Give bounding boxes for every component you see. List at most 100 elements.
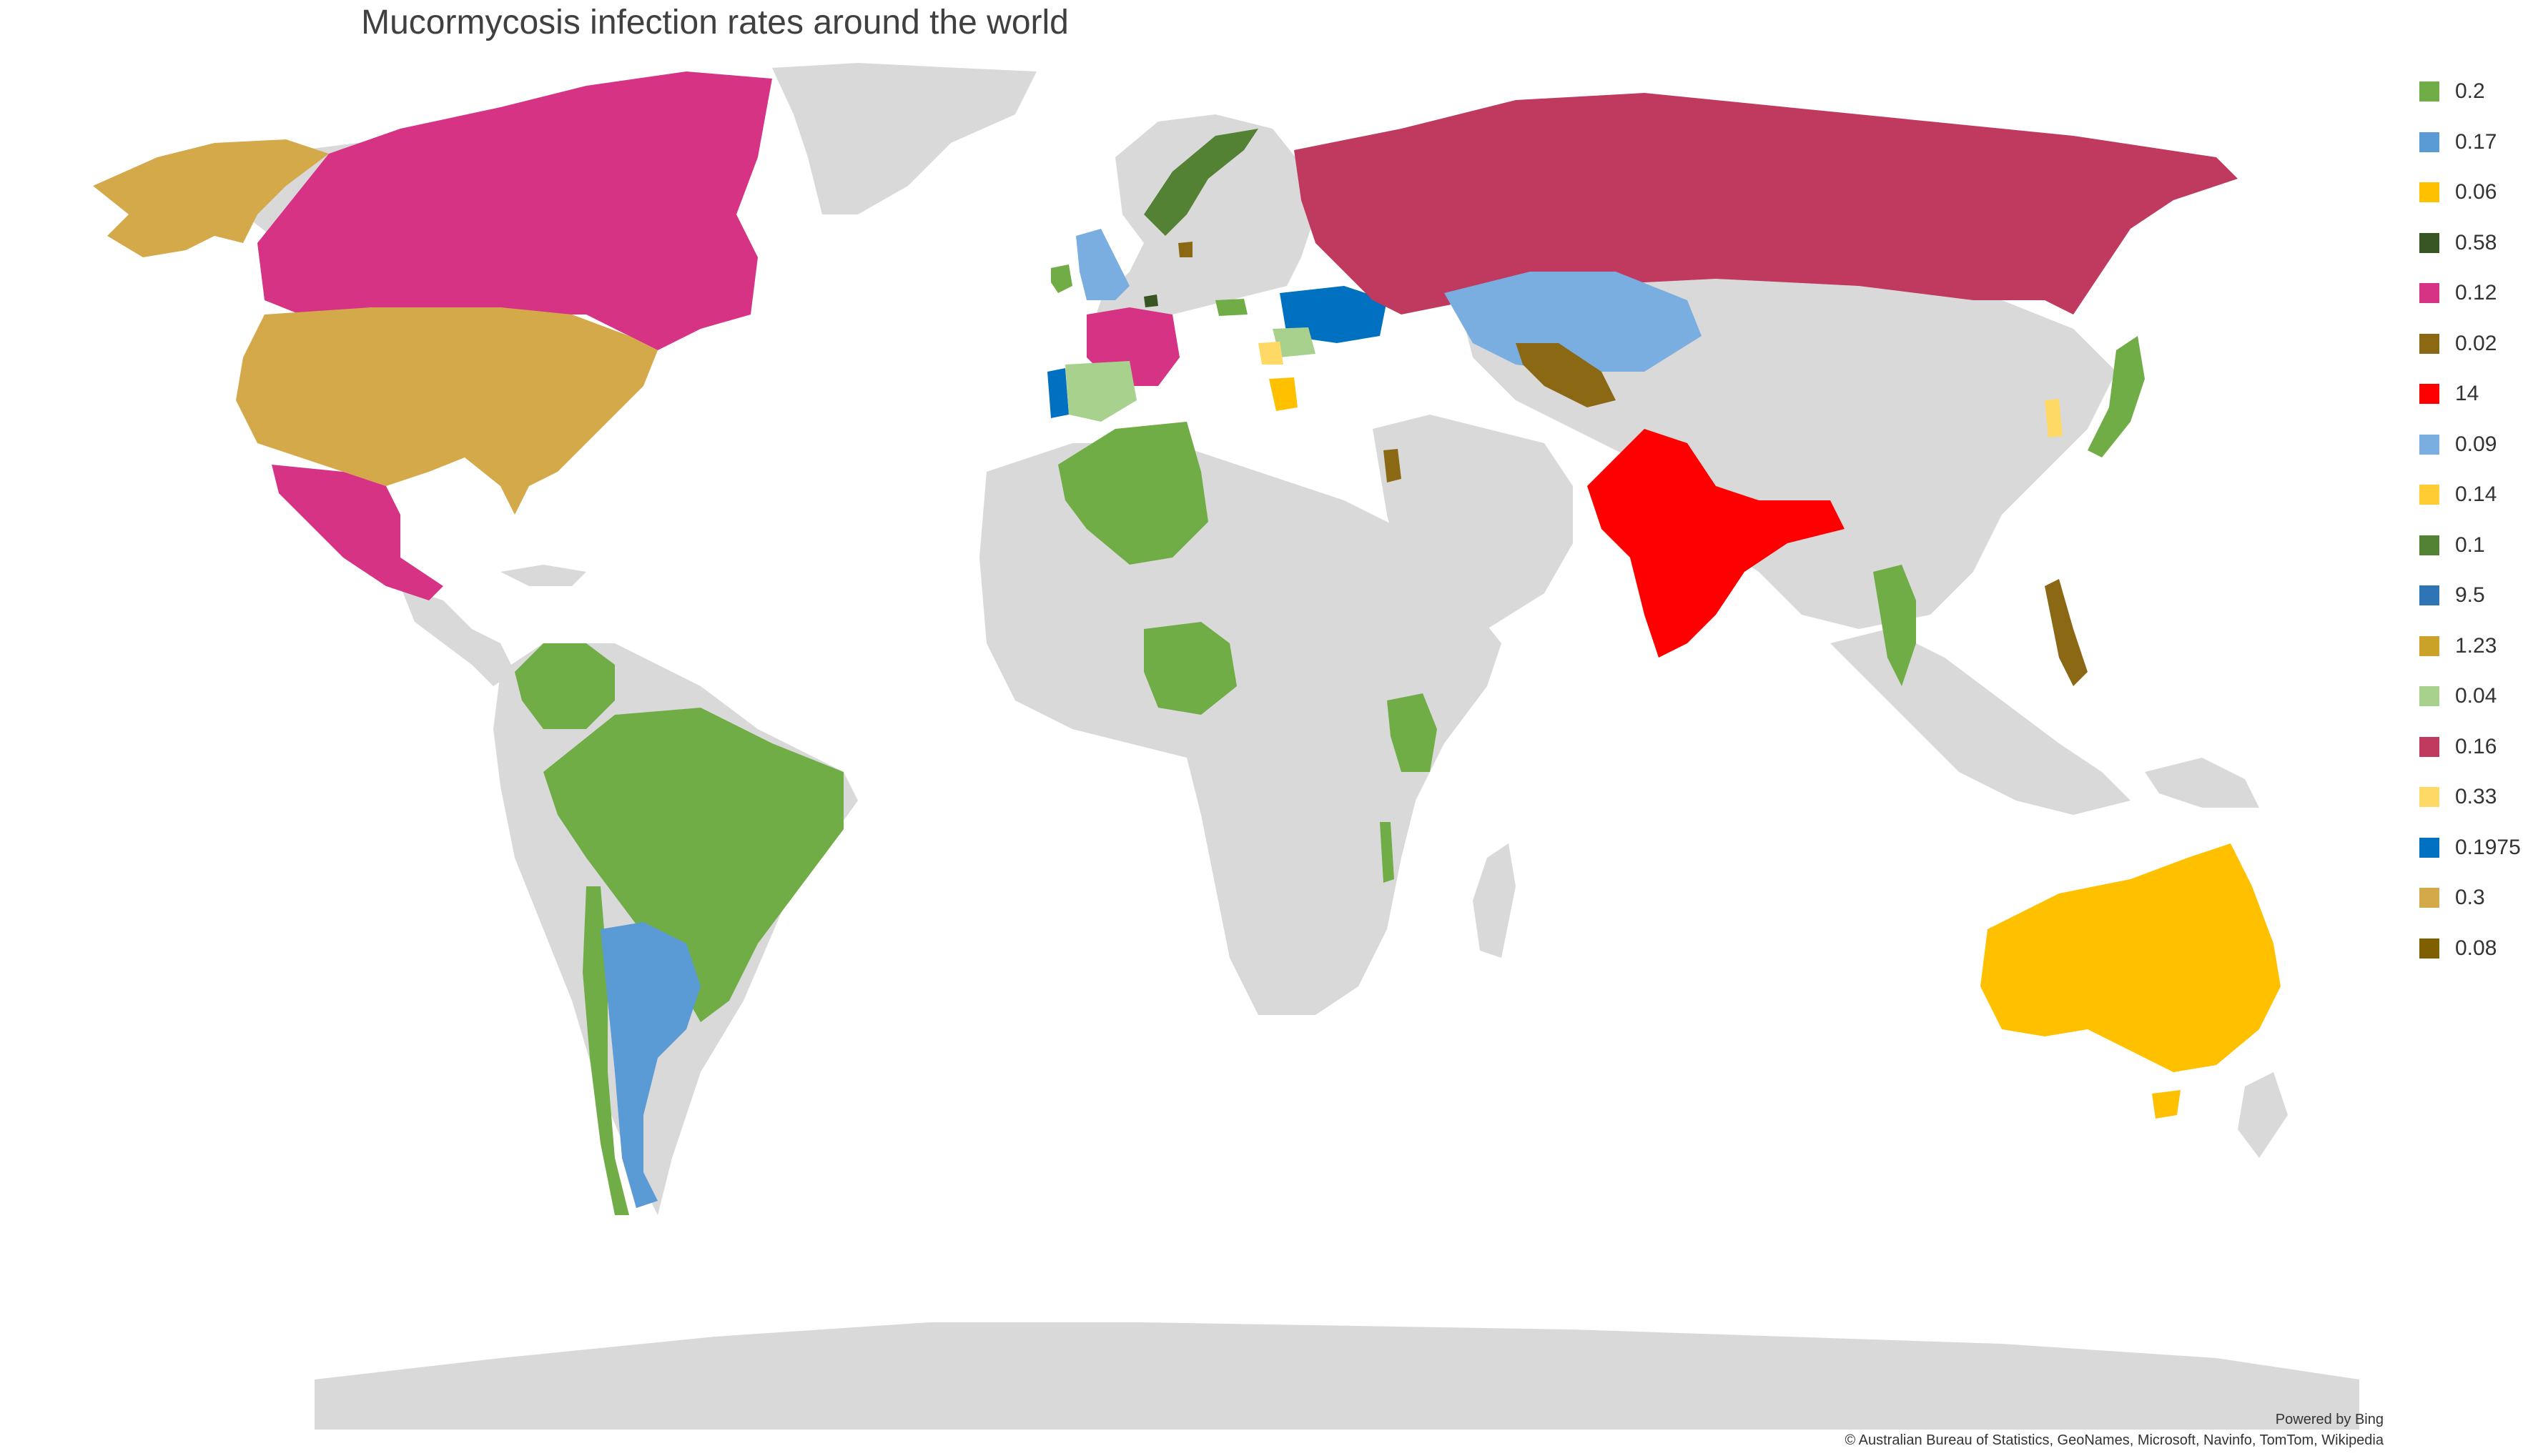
legend-swatch bbox=[2419, 232, 2439, 253]
legend-item: 0.04 bbox=[2419, 682, 2497, 710]
legend-swatch bbox=[2419, 736, 2439, 757]
legend-swatch bbox=[2419, 938, 2439, 959]
legend-swatch bbox=[2419, 837, 2439, 858]
region-uzbekistan bbox=[1516, 343, 1616, 407]
legend-label: 0.08 bbox=[2455, 936, 2497, 960]
legend-label: 0.16 bbox=[2455, 734, 2497, 758]
region-ireland bbox=[1051, 264, 1072, 293]
region-portugal bbox=[1047, 368, 1069, 418]
legend-item: 0.06 bbox=[2419, 178, 2497, 207]
europe-grey bbox=[1087, 114, 1315, 372]
legend-label: 0.09 bbox=[2455, 432, 2497, 456]
powered-by-text: Powered by Bing bbox=[2275, 1412, 2384, 1427]
africa-grey bbox=[979, 443, 1501, 1015]
region-malawi bbox=[1380, 822, 1394, 883]
highlighted-countries bbox=[93, 71, 2281, 1215]
legend-swatch bbox=[2419, 888, 2439, 908]
caribbean bbox=[500, 565, 586, 586]
southeast-asia-grey bbox=[1830, 629, 2131, 815]
legend-swatch bbox=[2419, 132, 2439, 152]
region-usa bbox=[236, 307, 658, 515]
legend-item: 0.3 bbox=[2419, 883, 2485, 912]
region-hungary bbox=[1215, 299, 1248, 316]
legend-swatch bbox=[2419, 333, 2439, 354]
legend-item: 0.14 bbox=[2419, 480, 2497, 509]
central-america bbox=[400, 586, 515, 686]
legend-label: 1.23 bbox=[2455, 633, 2497, 658]
legend-label: 0.12 bbox=[2455, 281, 2497, 304]
legend-swatch bbox=[2419, 283, 2439, 303]
legend-item: 0.2 bbox=[2419, 77, 2485, 106]
legend-item: 0.1975 bbox=[2419, 833, 2521, 862]
legend-swatch bbox=[2419, 485, 2439, 505]
region-brazil bbox=[543, 708, 844, 1022]
legend-swatch bbox=[2419, 635, 2439, 656]
legend-item: 0.33 bbox=[2419, 783, 2497, 811]
legend-item: 0.02 bbox=[2419, 330, 2497, 358]
legend-swatch bbox=[2419, 81, 2439, 101]
legend-item: 0.16 bbox=[2419, 733, 2497, 761]
legend-label: 0.17 bbox=[2455, 129, 2497, 154]
legend-label: 0.02 bbox=[2455, 331, 2497, 355]
region-russia bbox=[1294, 93, 2238, 315]
region-argentina bbox=[601, 922, 701, 1208]
legend-label: 0.04 bbox=[2455, 684, 2497, 708]
map-title: Mucormycosis infection rates around the … bbox=[361, 4, 1069, 41]
legend-swatch bbox=[2419, 434, 2439, 455]
madagascar bbox=[1473, 843, 1516, 958]
legend-label: 0.1975 bbox=[2455, 835, 2521, 859]
legend-item: 1.23 bbox=[2419, 632, 2497, 660]
region-greece bbox=[1269, 377, 1298, 411]
legend-swatch bbox=[2419, 686, 2439, 706]
region-uk bbox=[1076, 229, 1130, 300]
attribution-text: © Australian Bureau of Statistics, GeoNa… bbox=[1845, 1432, 2384, 1448]
region-india bbox=[1587, 429, 1845, 658]
legend-label: 0.58 bbox=[2455, 230, 2497, 254]
region-alaska bbox=[93, 139, 329, 257]
legend-swatch bbox=[2419, 787, 2439, 807]
legend-label: 0.33 bbox=[2455, 785, 2497, 808]
legend-swatch bbox=[2419, 585, 2439, 605]
legend-label: 0.14 bbox=[2455, 482, 2497, 506]
region-jordan bbox=[1383, 449, 1401, 482]
region-tasmania bbox=[2152, 1090, 2181, 1119]
region-colombia-venezuela bbox=[515, 643, 615, 729]
legend-item: 14 bbox=[2419, 380, 2479, 408]
new-zealand bbox=[2238, 1072, 2288, 1158]
legend-swatch bbox=[2419, 535, 2439, 555]
region-norway bbox=[1144, 129, 1258, 236]
region-australia bbox=[1980, 843, 2281, 1072]
region-mexico bbox=[272, 465, 443, 600]
legend-label: 0.06 bbox=[2455, 180, 2497, 204]
legend-label: 0.1 bbox=[2455, 533, 2485, 557]
legend-item: 0.17 bbox=[2419, 128, 2497, 157]
region-nigeria bbox=[1144, 622, 1237, 715]
region-romania bbox=[1273, 327, 1315, 357]
region-japan bbox=[2088, 336, 2145, 457]
legend-item: 0.12 bbox=[2419, 279, 2497, 307]
legend-item: 0.09 bbox=[2419, 430, 2497, 459]
region-denmark bbox=[1178, 242, 1193, 257]
region-canada bbox=[257, 71, 772, 350]
legend-item: 0.1 bbox=[2419, 531, 2485, 560]
region-kenya bbox=[1387, 693, 1437, 772]
legend-swatch bbox=[2419, 182, 2439, 202]
legend-label: 0.3 bbox=[2455, 886, 2485, 909]
legend-label: 0.2 bbox=[2455, 79, 2485, 103]
region-philippines bbox=[2045, 579, 2088, 686]
greenland bbox=[772, 63, 1037, 214]
antarctica bbox=[315, 1322, 2359, 1430]
region-algeria bbox=[1058, 422, 1208, 565]
region-serbia bbox=[1258, 342, 1283, 365]
region-kazakhstan bbox=[1444, 272, 1702, 372]
region-belgium bbox=[1144, 294, 1158, 307]
region-spain bbox=[1065, 361, 1137, 422]
legend-label: 9.5 bbox=[2455, 583, 2485, 607]
legend-item: 9.5 bbox=[2419, 581, 2485, 610]
middle-east-grey bbox=[1373, 415, 1573, 629]
legend-item: 0.08 bbox=[2419, 934, 2497, 963]
new-guinea bbox=[2145, 758, 2259, 808]
legend-item: 0.58 bbox=[2419, 229, 2497, 257]
legend-label: 14 bbox=[2455, 382, 2479, 405]
